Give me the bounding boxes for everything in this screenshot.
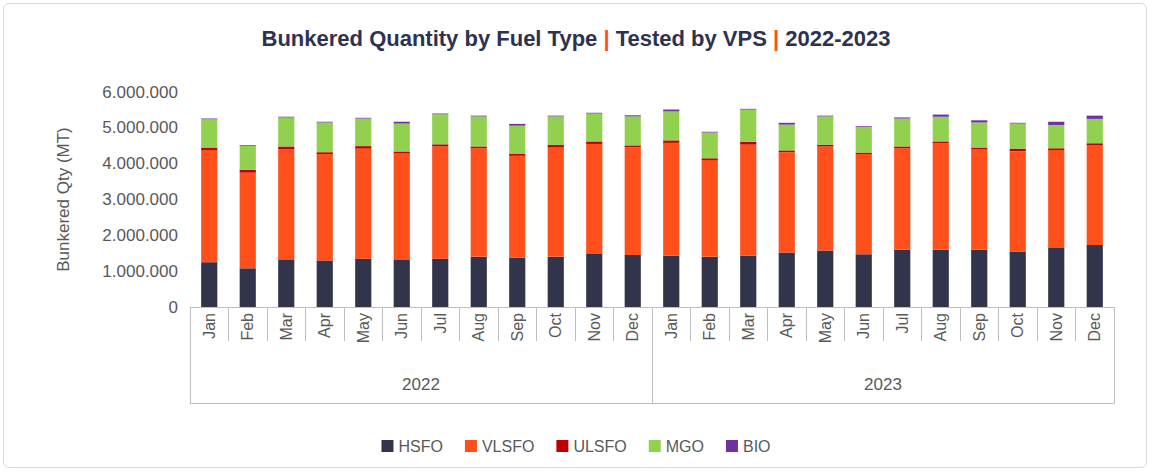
svg-text:Jan: Jan [201, 313, 218, 339]
svg-text:Tested by VPS: Tested by VPS [610, 26, 773, 51]
svg-text:6.000.000: 6.000.000 [102, 83, 178, 102]
svg-text:Mar: Mar [278, 312, 295, 340]
svg-text:May: May [355, 313, 372, 343]
svg-text:Jul: Jul [432, 313, 449, 333]
svg-text:1.000.000: 1.000.000 [102, 262, 178, 281]
svg-text:Aug: Aug [470, 313, 487, 341]
svg-text:Bunkered Quantity by Fuel Type: Bunkered Quantity by Fuel Type [262, 26, 604, 51]
svg-text:Apr: Apr [778, 312, 795, 338]
svg-text:May: May [817, 313, 834, 343]
svg-text:4.000.000: 4.000.000 [102, 154, 178, 173]
svg-text:Aug: Aug [932, 313, 949, 341]
svg-text:Sep: Sep [971, 313, 988, 342]
svg-text:Feb: Feb [239, 313, 256, 341]
svg-text:Bunkered Qty (MT): Bunkered Qty (MT) [54, 127, 73, 272]
svg-text:3.000.000: 3.000.000 [102, 190, 178, 209]
svg-text:0: 0 [169, 298, 178, 317]
svg-text:5.000.000: 5.000.000 [102, 118, 178, 137]
svg-text:Sep: Sep [509, 313, 526, 342]
svg-text:ULSFO: ULSFO [573, 438, 626, 455]
svg-text:Jun: Jun [855, 313, 872, 339]
svg-text:Dec: Dec [624, 313, 641, 341]
svg-text:2022-2023: 2022-2023 [779, 26, 890, 51]
svg-text:Jul: Jul [894, 313, 911, 333]
svg-text:BIO: BIO [743, 438, 771, 455]
svg-text:Mar: Mar [740, 312, 757, 340]
svg-text:VLSFO: VLSFO [482, 438, 534, 455]
svg-text:Apr: Apr [316, 312, 333, 338]
svg-text:2.000.000: 2.000.000 [102, 226, 178, 245]
svg-text:Feb: Feb [701, 313, 718, 341]
svg-text:Jan: Jan [663, 313, 680, 339]
svg-text:Nov: Nov [1048, 313, 1065, 341]
svg-text:Oct: Oct [1009, 312, 1026, 337]
svg-text:Oct: Oct [547, 312, 564, 337]
svg-text:Nov: Nov [586, 313, 603, 341]
svg-text:HSFO: HSFO [398, 438, 442, 455]
svg-text:Dec: Dec [1086, 313, 1103, 341]
svg-text:Jun: Jun [393, 313, 410, 339]
svg-text:2022: 2022 [402, 375, 440, 394]
svg-text:MGO: MGO [666, 438, 704, 455]
svg-text:2023: 2023 [864, 375, 902, 394]
